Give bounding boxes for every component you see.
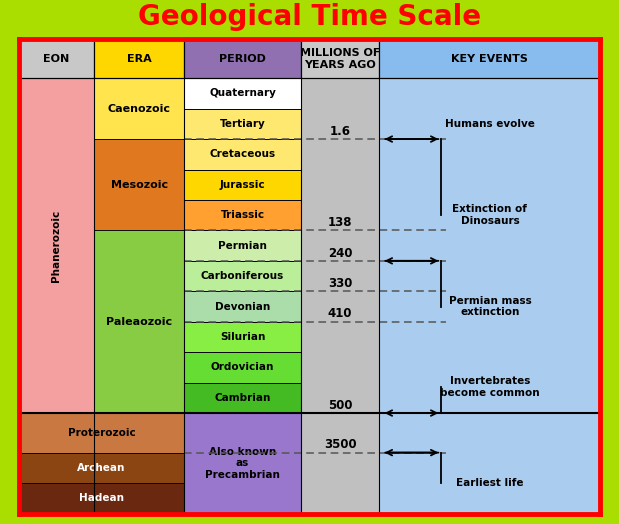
Bar xyxy=(301,39,379,78)
Text: Phanerozoic: Phanerozoic xyxy=(51,210,61,282)
Text: PERIOD: PERIOD xyxy=(219,54,266,64)
Text: ERA: ERA xyxy=(127,54,152,64)
Text: 500: 500 xyxy=(328,399,352,412)
Bar xyxy=(379,78,600,514)
Bar xyxy=(184,108,301,139)
Bar xyxy=(184,170,301,200)
Bar xyxy=(19,413,184,453)
Text: EON: EON xyxy=(43,54,69,64)
Text: Earliest life: Earliest life xyxy=(456,478,524,488)
Text: Humans evolve: Humans evolve xyxy=(445,119,535,129)
Text: Permian: Permian xyxy=(218,241,267,250)
Text: Cretaceous: Cretaceous xyxy=(209,149,275,159)
Text: 410: 410 xyxy=(328,308,352,320)
Text: Quaternary: Quaternary xyxy=(209,89,276,99)
Text: Also known
as
Precambrian: Also known as Precambrian xyxy=(205,446,280,480)
Bar xyxy=(184,413,301,514)
Text: Hadean: Hadean xyxy=(79,493,124,503)
Text: 1.6: 1.6 xyxy=(329,125,350,138)
Bar xyxy=(184,322,301,352)
Text: Silurian: Silurian xyxy=(220,332,266,342)
Bar xyxy=(301,78,379,514)
Bar xyxy=(184,231,301,261)
Bar xyxy=(184,352,301,383)
Text: Ordovician: Ordovician xyxy=(211,363,274,373)
Text: Cambrian: Cambrian xyxy=(214,393,271,403)
Bar xyxy=(184,261,301,291)
Text: Permian mass
extinction: Permian mass extinction xyxy=(449,296,531,318)
Bar xyxy=(184,383,301,413)
Bar xyxy=(19,78,94,413)
Bar xyxy=(184,291,301,322)
Text: Paleaozoic: Paleaozoic xyxy=(106,316,172,327)
Bar xyxy=(184,139,301,170)
Bar xyxy=(184,200,301,231)
Text: KEY EVENTS: KEY EVENTS xyxy=(451,54,528,64)
Text: Jurassic: Jurassic xyxy=(220,180,266,190)
Bar xyxy=(94,139,184,231)
Bar xyxy=(184,39,301,78)
Text: Invertebrates
become common: Invertebrates become common xyxy=(440,376,540,398)
Bar xyxy=(19,483,184,514)
Text: Carboniferous: Carboniferous xyxy=(201,271,284,281)
Bar xyxy=(94,78,184,139)
Text: 138: 138 xyxy=(328,216,352,229)
Text: 3500: 3500 xyxy=(324,438,357,451)
Bar xyxy=(94,39,184,78)
Text: MILLIONS OF
YEARS AGO: MILLIONS OF YEARS AGO xyxy=(300,48,380,70)
Bar xyxy=(19,39,94,78)
Bar xyxy=(301,78,379,514)
Text: Caenozoic: Caenozoic xyxy=(108,104,171,114)
Bar xyxy=(94,231,184,413)
Text: Extinction of
Dinosaurs: Extinction of Dinosaurs xyxy=(452,204,527,226)
Text: Geological Time Scale: Geological Time Scale xyxy=(138,3,481,31)
Bar xyxy=(184,78,301,108)
Text: Tertiary: Tertiary xyxy=(220,119,266,129)
Bar xyxy=(19,453,184,483)
Text: Proterozoic: Proterozoic xyxy=(67,428,136,438)
Text: 330: 330 xyxy=(328,277,352,290)
Bar xyxy=(379,39,600,78)
Text: Triassic: Triassic xyxy=(220,210,265,220)
Text: 240: 240 xyxy=(328,246,352,259)
Text: Mesozoic: Mesozoic xyxy=(111,180,168,190)
Text: Archean: Archean xyxy=(77,463,126,473)
Text: Devonian: Devonian xyxy=(215,301,271,311)
